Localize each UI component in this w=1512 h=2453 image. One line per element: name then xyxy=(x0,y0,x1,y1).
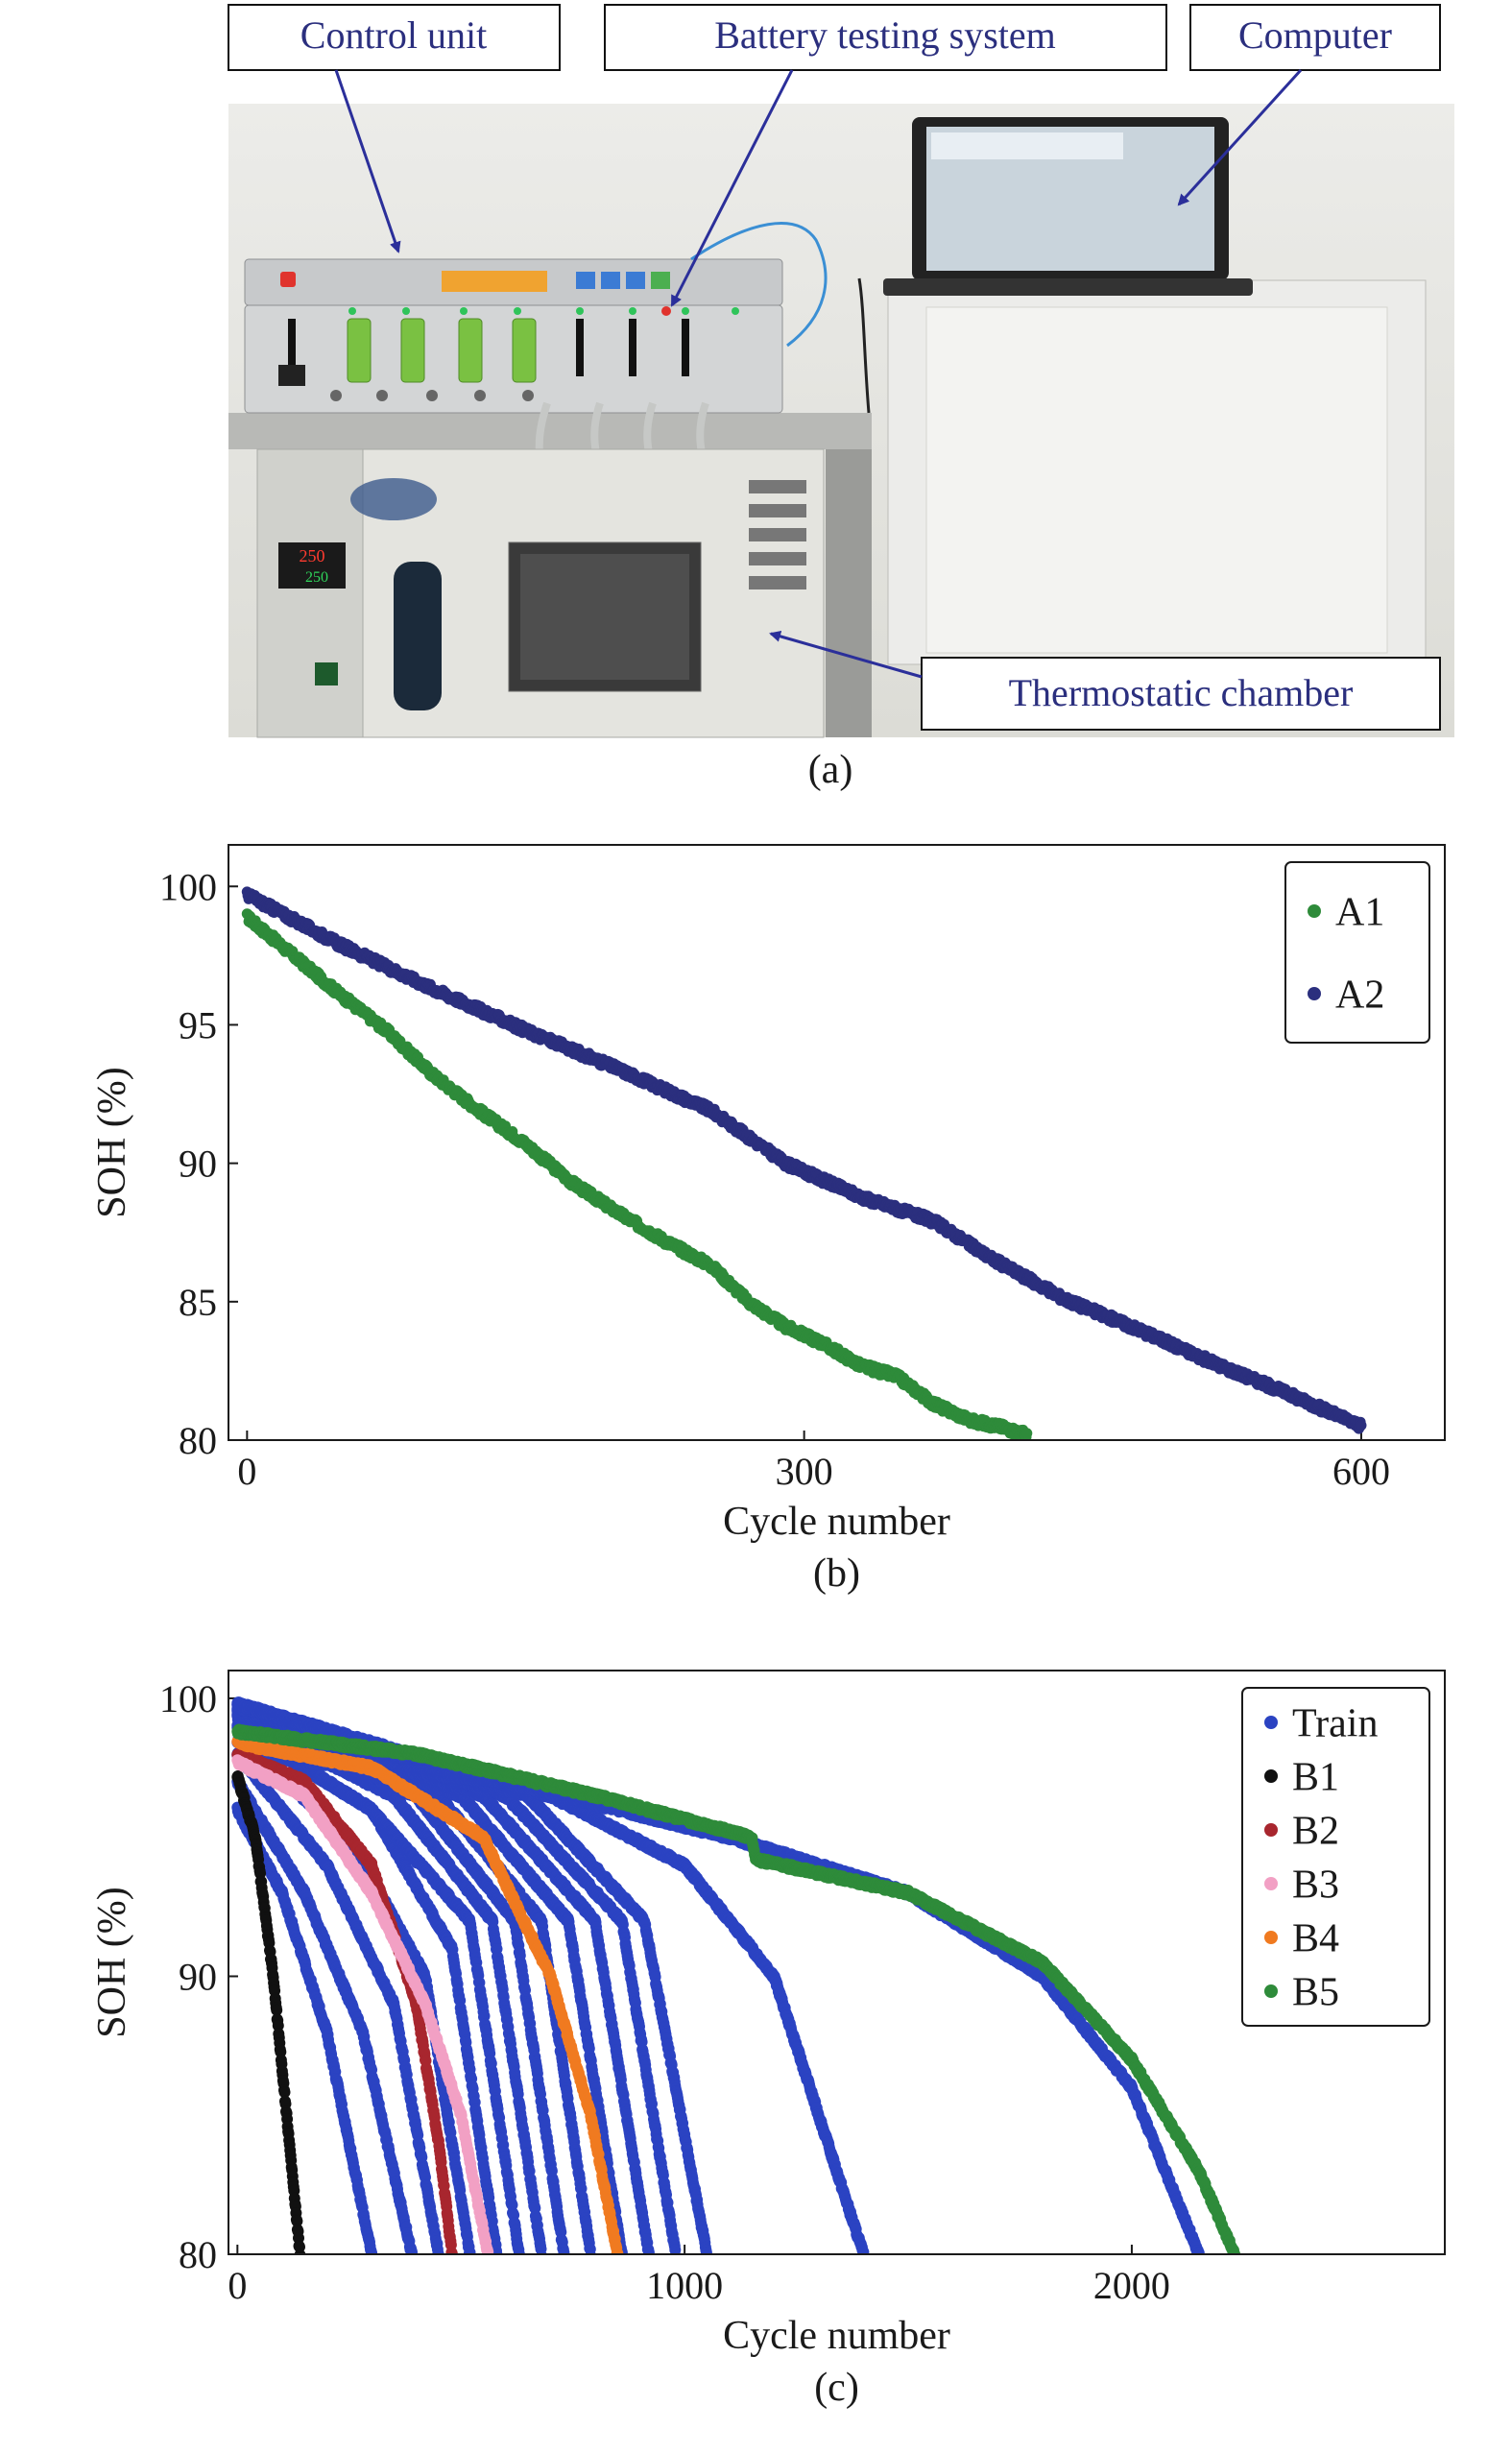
table-top xyxy=(228,413,872,449)
callout-computer-label: Computer xyxy=(1238,13,1392,57)
cabinet xyxy=(888,280,1426,664)
chart-1-point xyxy=(366,2248,377,2259)
panel-b: 0 300 600 80 85 90 95 100 Cycle number SOH (%) (b)… xyxy=(0,816,1512,1642)
chart-1-y-tick-label: 100 xyxy=(159,1677,217,1720)
chart-0-legend-label: A2 xyxy=(1335,974,1384,1018)
chart-1-point xyxy=(406,2247,418,2258)
test-bench-illustration: 250 250 xyxy=(0,0,1512,797)
chart-0-x-tick-label: 0 xyxy=(237,1450,256,1493)
chart-0-x-axis-label: Cycle number xyxy=(723,1500,950,1544)
chart-0-panel-label: (b) xyxy=(813,1551,860,1596)
chart-0-x-tick-label: 600 xyxy=(1332,1450,1390,1493)
callout-control-unit-label: Control unit xyxy=(300,13,487,57)
chart-0-legend-marker xyxy=(1308,987,1321,1000)
laptop-base xyxy=(883,278,1253,296)
panel-label-a: (a) xyxy=(808,748,853,792)
chart-0-y-tick-label: 80 xyxy=(179,1419,217,1462)
chart-1-x-tick-label: 0 xyxy=(228,2264,247,2307)
chamber-display-pv: 250 xyxy=(300,546,325,565)
chart-0-y-tick-label: 100 xyxy=(159,865,217,908)
chart-1-x-axis-label: Cycle number xyxy=(723,2314,950,2358)
chart-b: 0 300 600 80 85 90 95 100 Cycle number SOH (%) (b)… xyxy=(0,816,1512,1642)
table-leg xyxy=(826,449,872,737)
thermostatic-chamber: 250 250 xyxy=(257,449,824,737)
callout-thermostatic-chamber-label: Thermostatic chamber xyxy=(1009,671,1354,714)
callout-battery-testing-system-label: Battery testing system xyxy=(714,13,1056,57)
laptop-computer xyxy=(883,117,1253,296)
chart-1-y-axis-label: SOH (%) xyxy=(90,1887,134,2037)
chamber-display-sv: 250 xyxy=(305,569,328,586)
chart-0-legend-marker xyxy=(1308,904,1321,918)
chart-0-point xyxy=(1021,1428,1032,1438)
chart-1-point xyxy=(465,2247,476,2258)
chart-1-x-tick-label: 1000 xyxy=(646,2264,723,2307)
chart-0-y-axis-label: SOH (%) xyxy=(90,1067,134,1217)
chart-0-y-tick-label: 90 xyxy=(179,1142,217,1186)
chart-0-y-tick-label: 85 xyxy=(179,1281,217,1324)
chart-0-legend: A1 A2 xyxy=(1285,862,1429,1043)
panel-a: 250 250 xyxy=(0,0,1512,797)
chart-0-point xyxy=(1356,1420,1367,1431)
chart-1-y-tick-label: 90 xyxy=(179,1955,217,1998)
chart-0-y-tick-label: 95 xyxy=(179,1003,217,1046)
chart-1-y-tick-label: 80 xyxy=(179,2233,217,2276)
chart-1-x-tick-label: 2000 xyxy=(1093,2264,1170,2307)
chart-0-legend-label: A1 xyxy=(1335,891,1384,935)
chart-1-panel-label: (c) xyxy=(814,2366,859,2410)
battery-tester xyxy=(245,259,782,413)
chart-0-x-tick-label: 300 xyxy=(776,1450,833,1493)
photo: 250 250 xyxy=(228,104,1454,737)
